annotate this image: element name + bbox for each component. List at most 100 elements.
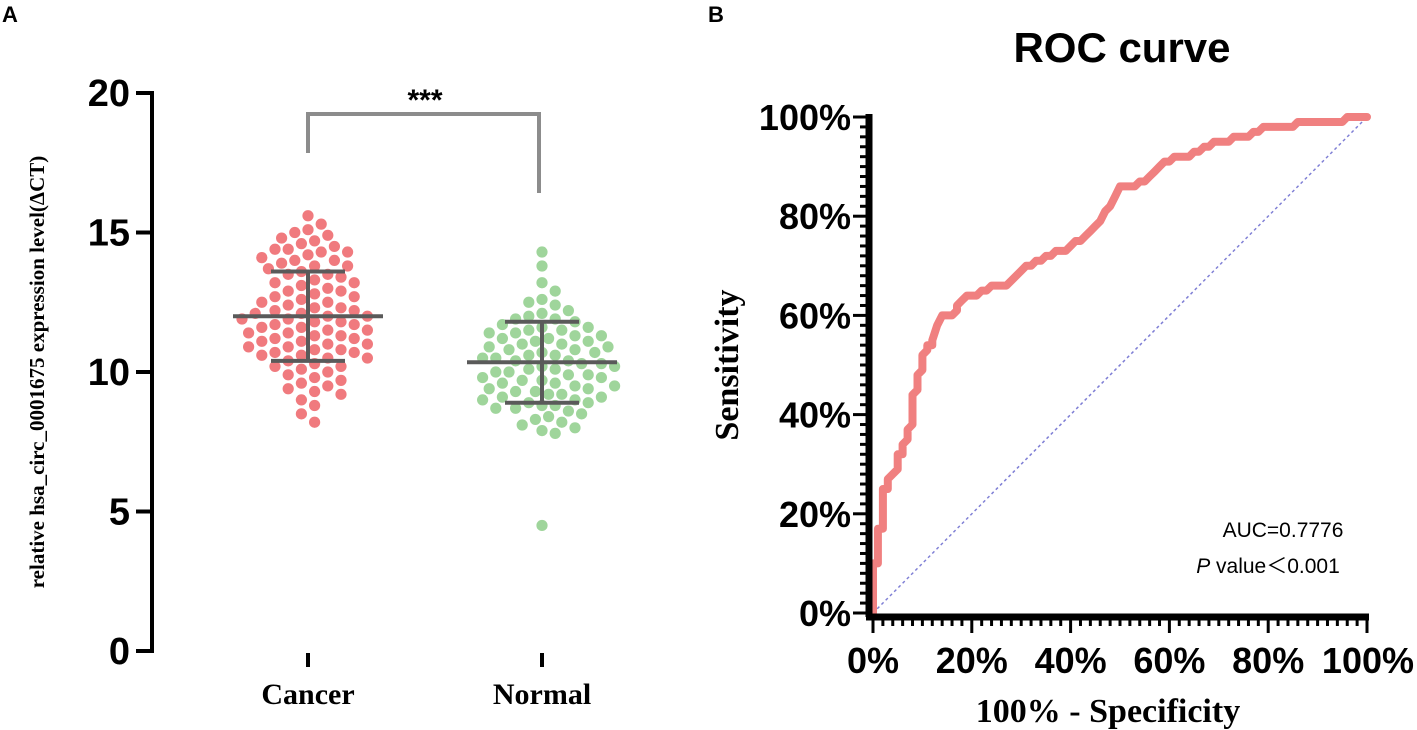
- normal-data-point: [529, 413, 542, 426]
- cancer-data-point: [256, 349, 268, 361]
- cancer-data-point: [269, 318, 281, 331]
- normal-data-point: [536, 277, 548, 289]
- cancer-data-point: [342, 260, 354, 272]
- roc-curve-line: [869, 113, 1371, 617]
- roc-x-tick-label: 0%: [847, 640, 899, 681]
- normal-data-point: [516, 338, 528, 350]
- normal-data-point: [556, 416, 568, 428]
- roc-y-tick-label: 0%: [799, 593, 851, 634]
- cancer-data-point: [348, 305, 360, 317]
- normal-data-point: [509, 402, 522, 414]
- cancer-data-point: [309, 330, 321, 342]
- cancer-data-point: [295, 335, 307, 347]
- cancer-data-point: [361, 338, 373, 350]
- normal-data-point: [503, 366, 515, 378]
- cancer-data-point: [289, 226, 301, 239]
- cancer-data-point: [309, 260, 321, 272]
- normal-data-point: [523, 363, 535, 375]
- cancer-data-point: [295, 363, 307, 375]
- cancer-data-point: [295, 293, 307, 306]
- cancer-data-point: [282, 299, 294, 311]
- normal-data-point: [569, 344, 581, 356]
- roc-x-tick-label: 20%: [936, 640, 1008, 681]
- cancer-data-point: [328, 240, 340, 253]
- p-italic: P: [1196, 555, 1210, 578]
- normal-data-point: [509, 327, 522, 339]
- normal-data-point: [516, 374, 528, 386]
- cancer-data-point: [322, 282, 334, 294]
- panel-a-y-axis: 0 5 10 15 20: [88, 73, 154, 673]
- cancer-data-point: [315, 218, 327, 230]
- reference-line: [872, 116, 1368, 614]
- cancer-data-point: [342, 246, 354, 258]
- normal-data-point: [582, 397, 594, 409]
- normal-data-point: [576, 408, 588, 420]
- normal-data-point: [536, 246, 548, 258]
- cancer-data-point: [335, 374, 347, 386]
- normal-data-point: [543, 388, 555, 400]
- cancer-data-point: [282, 285, 294, 297]
- cancer-data-point: [243, 341, 255, 353]
- roc-x-tick-label: 80%: [1232, 640, 1304, 681]
- normal-data-point: [569, 380, 581, 392]
- normal-data-point: [536, 260, 548, 272]
- normal-data-point: [496, 332, 508, 345]
- normal-data-point: [523, 324, 535, 336]
- panel-a-ytick-label: 15: [88, 213, 130, 255]
- cancer-data-point: [269, 305, 281, 317]
- roc-axes: 0% 20% 40% 60% 80% 100% 0% 20% 40% 60% 80% 100%: [759, 97, 1414, 681]
- cancer-data-point: [348, 346, 360, 359]
- panel-a-error-bars: [233, 269, 617, 405]
- cancer-data-point: [282, 243, 294, 255]
- normal-data-point: [483, 327, 495, 339]
- normal-data-point: [529, 335, 542, 347]
- cancer-data-point: [309, 416, 321, 428]
- normal-data-point: [582, 383, 594, 395]
- normal-data-point: [523, 296, 535, 308]
- panel-a: A relative hsa_circ_0001675 expression l…: [2, 2, 621, 711]
- cancer-data-point: [335, 360, 347, 373]
- normal-data-point: [477, 394, 489, 406]
- cancer-data-point: [348, 332, 360, 345]
- cancer-data-point: [309, 344, 321, 356]
- cancer-data-point: [282, 383, 294, 395]
- cancer-data-point: [322, 338, 334, 350]
- cancer-data-point: [282, 341, 294, 353]
- cancer-data-point: [335, 330, 347, 342]
- cancer-data-point: [335, 344, 347, 356]
- cancer-data-point: [348, 318, 360, 331]
- bracket-line: [306, 112, 541, 193]
- normal-data-point: [496, 391, 508, 403]
- cancer-data-point: [289, 254, 301, 266]
- normal-data-point: [543, 411, 555, 423]
- roc-x-axis-label: 100% - Specificity: [976, 693, 1240, 730]
- panel-a-ytick-label: 0: [109, 631, 130, 673]
- normal-data-point: [562, 305, 575, 317]
- normal-data-point: [490, 402, 502, 414]
- normal-data-point: [523, 310, 535, 322]
- p-value-annotation: P value＜0.001: [1196, 555, 1340, 578]
- panel-a-points: [236, 210, 621, 532]
- cancer-data-point: [335, 388, 347, 400]
- normal-data-point: [543, 332, 555, 345]
- significance-bracket: [306, 112, 541, 193]
- roc-y-tick-label: 80%: [779, 196, 851, 237]
- cancer-data-point: [335, 316, 347, 328]
- panel-a-ytick-label: 20: [88, 73, 130, 115]
- normal-data-point: [589, 346, 601, 359]
- normal-data-point: [602, 341, 614, 353]
- cancer-data-point: [256, 252, 268, 264]
- normal-data-point: [582, 335, 594, 347]
- p-value-text: value＜0.001: [1210, 555, 1340, 578]
- normal-data-point: [582, 321, 594, 333]
- roc-title: ROC curve: [1013, 24, 1230, 71]
- cancer-data-point: [276, 232, 288, 244]
- cancer-data-point: [269, 360, 281, 373]
- normal-data-point: [549, 285, 561, 297]
- normal-data-point: [569, 330, 581, 342]
- cancer-data-point: [256, 321, 268, 333]
- panel-a-letter: A: [2, 2, 18, 27]
- roc-y-tick-label: 60%: [779, 295, 851, 336]
- cancer-data-point: [295, 377, 307, 389]
